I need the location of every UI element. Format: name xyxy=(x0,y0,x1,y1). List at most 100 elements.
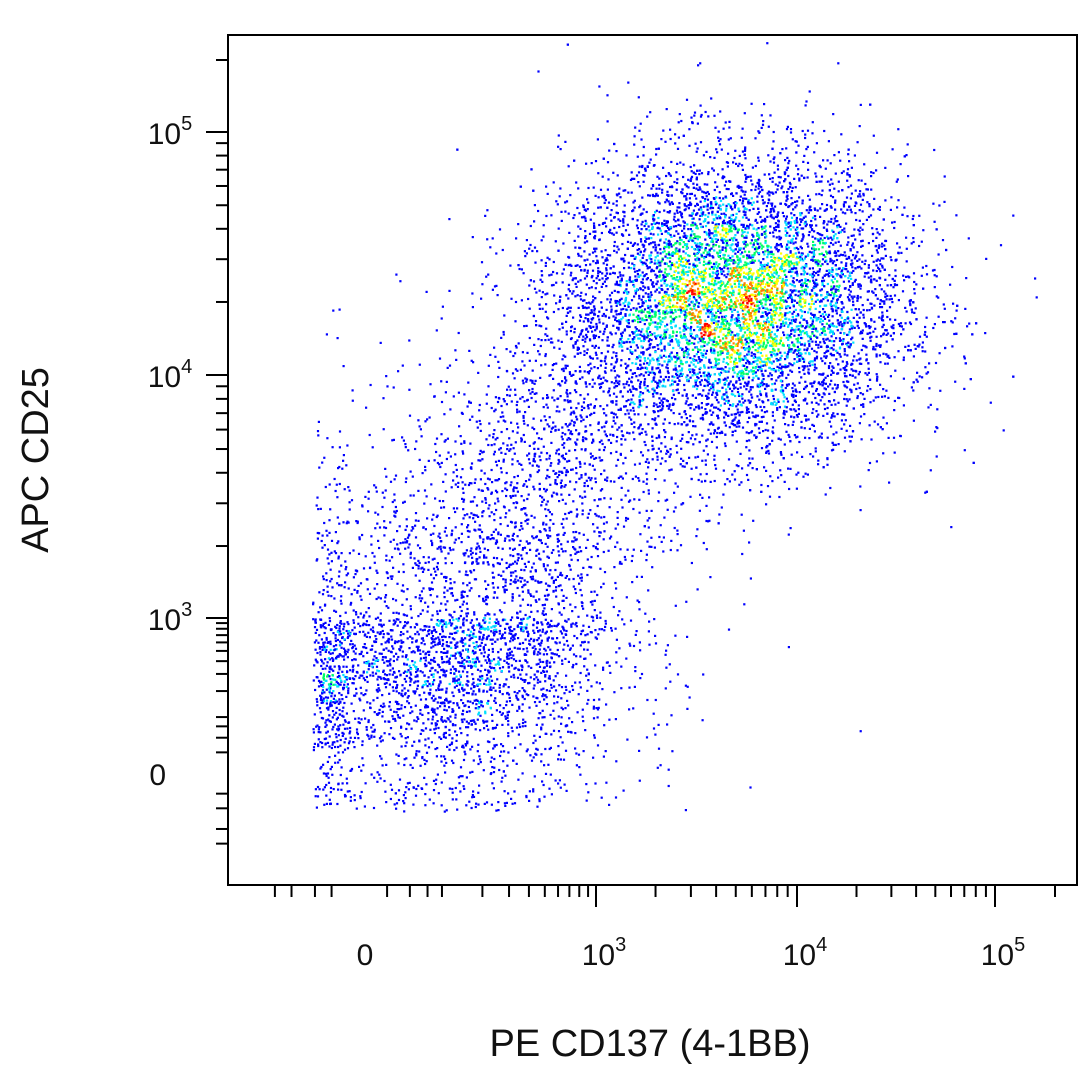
event-dot xyxy=(768,295,771,298)
event-dot xyxy=(749,175,752,178)
event-dot xyxy=(679,309,682,312)
event-dot xyxy=(773,352,776,355)
event-dot xyxy=(713,197,716,200)
event-dot xyxy=(606,476,609,479)
event-dot xyxy=(845,222,848,225)
event-dot xyxy=(673,491,676,494)
event-dot xyxy=(739,386,742,389)
event-dot xyxy=(766,485,770,488)
event-dot xyxy=(677,257,681,260)
event-dot xyxy=(883,244,886,247)
event-dot xyxy=(839,244,842,247)
event-dot xyxy=(823,387,826,390)
event-dot xyxy=(730,292,733,295)
event-dot xyxy=(826,291,829,294)
event-dot xyxy=(645,348,648,351)
event-dot xyxy=(727,458,731,461)
event-dot xyxy=(643,337,646,340)
event-dot xyxy=(755,287,758,290)
event-dot xyxy=(686,235,689,238)
event-dot xyxy=(638,395,641,398)
event-dot xyxy=(801,455,804,458)
event-dot xyxy=(760,364,763,367)
event-dot xyxy=(785,245,788,248)
event-dot xyxy=(710,319,713,322)
event-dot xyxy=(862,316,865,319)
event-dot xyxy=(800,336,803,340)
event-dot xyxy=(748,331,752,334)
event-dot xyxy=(740,136,743,139)
event-dot xyxy=(620,438,623,441)
event-dot xyxy=(703,295,706,298)
event-dot xyxy=(615,352,618,355)
event-dot xyxy=(876,423,880,426)
event-dot xyxy=(797,337,800,340)
event-dot xyxy=(740,395,743,398)
event-dot xyxy=(779,267,782,270)
event-dot xyxy=(733,366,736,369)
event-dot xyxy=(716,431,719,435)
event-dot xyxy=(865,325,868,328)
event-dot xyxy=(653,332,656,335)
event-dot xyxy=(639,287,642,290)
event-dot xyxy=(781,365,784,368)
event-dot xyxy=(623,304,626,307)
event-dot xyxy=(594,160,598,163)
event-dot xyxy=(789,183,792,186)
event-dot xyxy=(727,385,730,388)
event-dot xyxy=(787,162,790,165)
event-dot xyxy=(803,281,806,285)
event-dot xyxy=(717,173,720,176)
event-dot xyxy=(804,133,807,136)
event-dot xyxy=(718,143,722,146)
event-dot xyxy=(684,195,687,198)
event-dot xyxy=(828,245,831,248)
event-dot xyxy=(779,326,782,329)
event-dot xyxy=(641,278,644,281)
event-dot xyxy=(740,189,743,192)
event-dot xyxy=(676,296,679,299)
event-dot xyxy=(760,186,763,189)
event-dot xyxy=(759,382,762,385)
event-dot xyxy=(734,386,737,389)
event-dot xyxy=(937,253,940,256)
event-dot xyxy=(937,296,940,299)
event-dot xyxy=(832,332,835,335)
event-dot xyxy=(802,160,805,163)
event-dot xyxy=(776,168,780,171)
event-dot xyxy=(884,362,887,365)
event-dot xyxy=(723,411,726,414)
event-dot xyxy=(742,321,745,324)
event-dot xyxy=(779,257,783,260)
event-dot xyxy=(711,315,714,318)
event-dot xyxy=(676,298,679,301)
event-dot xyxy=(682,175,685,179)
event-dot xyxy=(826,436,829,439)
event-dot xyxy=(658,270,661,273)
event-dot xyxy=(603,412,606,415)
event-dot xyxy=(594,287,597,290)
event-dot xyxy=(625,382,628,386)
event-dot xyxy=(640,404,643,407)
event-dot xyxy=(787,187,790,191)
event-dot xyxy=(559,187,562,190)
event-dot xyxy=(719,292,722,295)
event-dot xyxy=(775,215,779,219)
event-dot xyxy=(830,291,834,294)
event-dot xyxy=(719,346,722,349)
event-dot xyxy=(933,148,936,152)
event-dot xyxy=(830,340,833,343)
event-dot xyxy=(663,219,666,222)
event-dot xyxy=(604,199,607,202)
event-dot xyxy=(757,269,760,272)
event-dot xyxy=(792,390,795,393)
event-dot xyxy=(731,310,734,313)
event-dot xyxy=(747,273,750,276)
event-dot xyxy=(833,383,837,386)
event-dot xyxy=(616,326,619,329)
event-dot xyxy=(747,175,750,178)
event-dot xyxy=(599,270,602,273)
event-dot xyxy=(803,372,806,375)
event-dot xyxy=(780,269,783,273)
event-dot xyxy=(735,202,738,205)
